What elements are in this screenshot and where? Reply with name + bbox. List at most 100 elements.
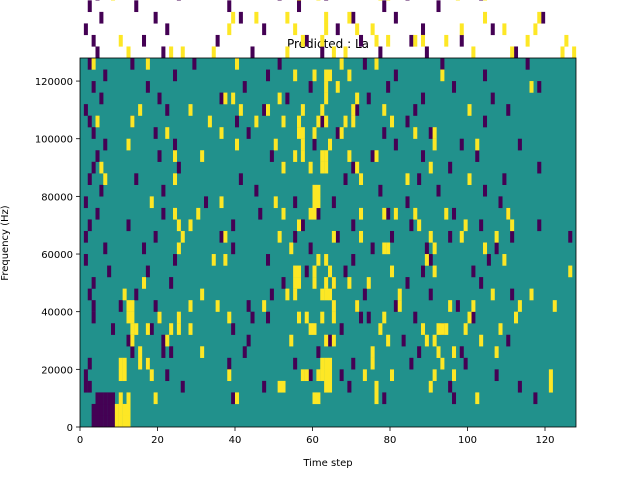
heatmap-cell-high <box>308 207 313 220</box>
heatmap-cell-low <box>142 242 147 255</box>
heatmap-cell-low <box>386 207 391 220</box>
heatmap-cell-high <box>145 357 150 370</box>
heatmap-cell-low <box>413 104 418 116</box>
heatmap-cell-high <box>316 184 321 197</box>
heatmap-cell-high <box>324 150 329 162</box>
heatmap-cell-low <box>134 0 139 13</box>
heatmap-cell-low <box>91 300 96 312</box>
heatmap-cell-low <box>95 46 100 59</box>
heatmap-cell-low <box>269 150 274 162</box>
heatmap-cell-low <box>409 34 414 47</box>
heatmap-cell-high <box>324 277 329 289</box>
x-tick-label: 0 <box>77 435 83 446</box>
y-axis-label: Frequency (Hz) <box>0 205 11 281</box>
heatmap-cell-high <box>355 92 360 105</box>
heatmap-cell-high <box>370 357 375 370</box>
heatmap-cell-high <box>300 127 305 139</box>
heatmap-cell-high <box>328 369 333 382</box>
heatmap-cell-low <box>87 357 92 370</box>
heatmap-cell-low <box>459 346 464 358</box>
heatmap-cell-high <box>355 161 360 174</box>
heatmap-cell-low <box>308 242 313 255</box>
heatmap-cell-high <box>95 115 100 128</box>
heatmap-cell-high <box>467 173 472 185</box>
heatmap-cell-high <box>324 334 329 347</box>
heatmap-cell-high <box>281 161 286 174</box>
heatmap-cell-low <box>130 58 135 70</box>
heatmap-cell-high <box>219 127 224 139</box>
heatmap-cell-low <box>490 23 495 36</box>
heatmap-cell-high <box>293 150 298 162</box>
heatmap-cell-high <box>320 311 325 324</box>
heatmap-cell-high <box>165 334 170 347</box>
heatmap-cell-high <box>300 34 305 47</box>
heatmap-cell-high <box>467 311 472 324</box>
heatmap-cell-high <box>273 196 278 209</box>
heatmap-cell-high <box>126 300 131 312</box>
heatmap-cell-low <box>130 346 135 358</box>
heatmap-cell-low <box>250 46 255 59</box>
heatmap-cell-low <box>165 369 170 382</box>
heatmap-cell-high <box>169 323 174 335</box>
heatmap-cell-low <box>428 127 433 139</box>
heatmap-cell-low <box>254 184 259 197</box>
heatmap-cell-high <box>227 369 232 382</box>
heatmap-cell-high <box>312 196 317 209</box>
heatmap-cell-high <box>471 300 476 312</box>
heatmap-cell-high <box>316 196 321 209</box>
heatmap-cell-low <box>409 219 414 232</box>
y-tick-label: 20000 <box>41 365 73 376</box>
heatmap-cell-high <box>417 219 422 232</box>
heatmap-cell-high <box>118 392 123 405</box>
chart-title: Predicted : La <box>287 37 369 51</box>
heatmap-cell-high <box>413 207 418 220</box>
heatmap-cell-high <box>316 369 321 382</box>
heatmap-cell-high <box>304 369 309 382</box>
heatmap-cell-low <box>486 254 491 266</box>
heatmap-cell-low <box>436 0 441 13</box>
heatmap-cell-low <box>258 207 263 220</box>
heatmap-cell-low <box>95 150 100 162</box>
heatmap-cell-high <box>304 311 309 324</box>
heatmap-cell-low <box>103 69 108 82</box>
heatmap-cell-high <box>378 323 383 335</box>
heatmap-cell-high <box>277 230 282 243</box>
heatmap-cell-low <box>448 380 453 393</box>
heatmap-cell-low <box>320 115 325 128</box>
heatmap-cell-low <box>91 403 96 416</box>
heatmap-cell-low <box>304 265 309 278</box>
heatmap-cell-low <box>215 34 220 47</box>
heatmap-cell-high <box>548 369 553 382</box>
heatmap-cell-low <box>393 300 398 312</box>
heatmap-cell-high <box>324 69 329 82</box>
heatmap-cell-high <box>498 323 503 335</box>
heatmap-cell-high <box>436 323 441 335</box>
heatmap-cell-low <box>366 311 371 324</box>
heatmap-cell-low <box>320 46 325 59</box>
heatmap-cell-low <box>494 369 499 382</box>
heatmap-cell-high <box>374 34 379 47</box>
heatmap-cell-low <box>231 392 236 405</box>
heatmap-cell-high <box>339 58 344 70</box>
heatmap-cell-low <box>339 323 344 335</box>
heatmap-cell-high <box>297 265 302 278</box>
heatmap-cell-low <box>331 196 336 209</box>
heatmap-cell-low <box>277 58 282 70</box>
heatmap-cell-high <box>173 150 178 162</box>
heatmap-cell-high <box>424 254 429 266</box>
heatmap-cell-low <box>359 34 364 47</box>
heatmap-cell-low <box>440 58 445 70</box>
heatmap-cell-low <box>421 92 426 105</box>
heatmap-cell-high <box>459 23 464 36</box>
heatmap-cell-high <box>289 242 294 255</box>
heatmap-cell-low <box>91 34 96 47</box>
heatmap-cell-low <box>87 115 92 128</box>
heatmap-cell-low <box>362 288 367 301</box>
heatmap-cell-low <box>517 138 522 151</box>
heatmap-cell-high <box>169 46 174 59</box>
heatmap-cell-high <box>382 207 387 220</box>
heatmap-cell-low <box>83 104 88 116</box>
heatmap-cell-high <box>316 115 321 128</box>
heatmap-cell-low <box>126 219 131 232</box>
heatmap-cell-high <box>393 207 398 220</box>
